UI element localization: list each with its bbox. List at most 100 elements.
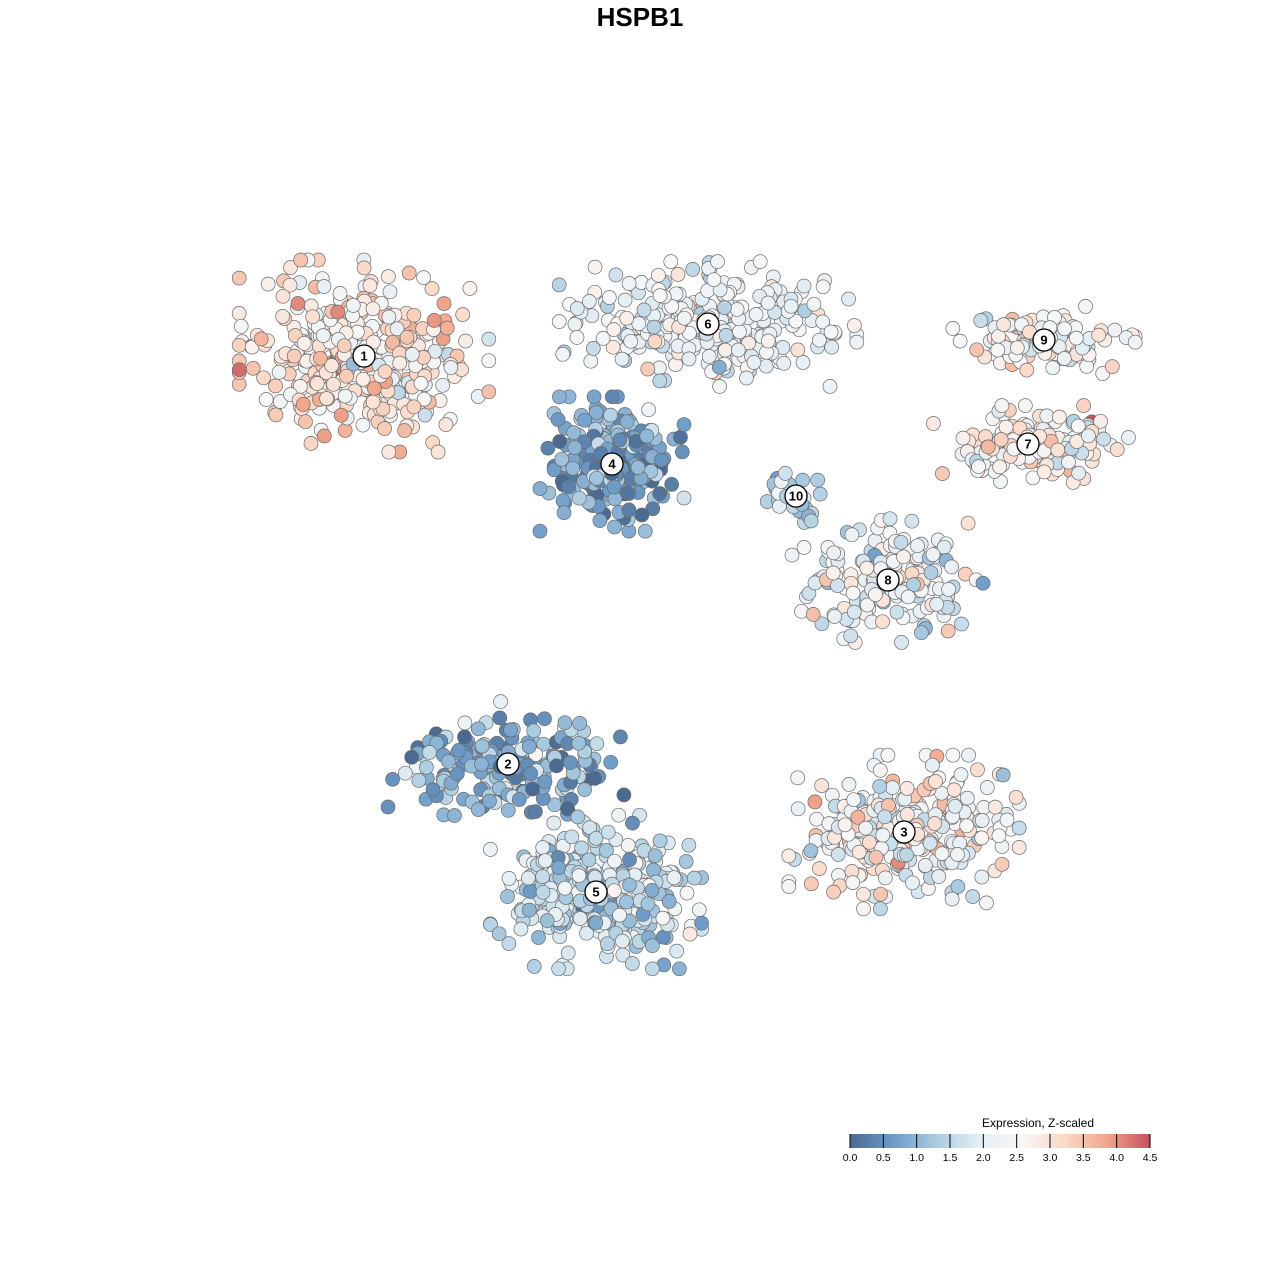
cell-point bbox=[319, 391, 334, 406]
cell-point bbox=[413, 376, 429, 391]
cell-point bbox=[539, 913, 555, 928]
cell-point bbox=[710, 254, 725, 269]
cell-point bbox=[788, 313, 804, 329]
cell-point bbox=[523, 766, 538, 781]
cell-point bbox=[807, 794, 823, 810]
cell-point bbox=[783, 298, 799, 314]
cell-point bbox=[551, 314, 567, 329]
cell-point bbox=[795, 355, 811, 370]
cell-point bbox=[652, 373, 668, 389]
cell-point bbox=[560, 801, 575, 816]
cluster-label-4: 4 bbox=[600, 452, 624, 476]
cell-point bbox=[362, 278, 378, 293]
cluster-label-marker bbox=[892, 820, 916, 844]
cluster-label-text: 1 bbox=[360, 349, 367, 364]
cell-point bbox=[646, 862, 661, 878]
cell-point bbox=[666, 870, 682, 886]
cell-point bbox=[532, 523, 548, 539]
cell-point bbox=[312, 350, 328, 366]
cell-point bbox=[830, 578, 845, 593]
cell-point bbox=[905, 875, 920, 891]
cell-point bbox=[631, 316, 647, 332]
cell-point bbox=[419, 759, 434, 775]
cell-point bbox=[619, 310, 635, 326]
cell-point bbox=[950, 879, 966, 894]
cell-point bbox=[945, 321, 961, 336]
cell-point bbox=[678, 854, 694, 869]
cell-point bbox=[777, 466, 793, 481]
cell-point bbox=[850, 809, 866, 825]
cell-point bbox=[803, 513, 819, 529]
cell-point bbox=[501, 871, 517, 886]
cluster-label-marker bbox=[696, 312, 720, 336]
cell-point bbox=[645, 961, 660, 977]
cell-point bbox=[336, 338, 352, 354]
cluster-label-5: 5 bbox=[584, 880, 608, 904]
cell-point bbox=[481, 353, 497, 369]
cell-point bbox=[326, 376, 341, 392]
cell-point bbox=[537, 853, 553, 869]
cell-point bbox=[546, 462, 562, 478]
cluster-label-text: 8 bbox=[884, 573, 891, 588]
cell-point bbox=[574, 840, 589, 856]
cell-point bbox=[776, 355, 792, 371]
chart-title: HSPB1 bbox=[596, 2, 684, 32]
cell-point bbox=[551, 860, 567, 876]
cell-point bbox=[809, 811, 824, 827]
cell-point bbox=[676, 417, 692, 432]
cell-point bbox=[805, 607, 821, 622]
cell-point bbox=[622, 852, 637, 868]
cell-point bbox=[595, 331, 611, 346]
cell-point bbox=[621, 276, 637, 291]
cell-point bbox=[1091, 327, 1107, 343]
cell-point bbox=[231, 337, 247, 353]
cell-point bbox=[691, 902, 707, 918]
cell-point bbox=[950, 847, 965, 862]
cell-point bbox=[606, 883, 622, 899]
cell-point bbox=[588, 830, 604, 846]
cell-point bbox=[482, 793, 497, 809]
cell-point bbox=[565, 460, 581, 476]
cell-point bbox=[275, 288, 291, 304]
cell-point bbox=[511, 792, 527, 807]
cell-point bbox=[999, 812, 1015, 828]
cell-point bbox=[424, 281, 440, 296]
cluster-label-marker bbox=[584, 880, 608, 904]
cluster-label-10: 10 bbox=[784, 484, 808, 508]
cell-point bbox=[790, 770, 806, 786]
legend-tick-label: 3.5 bbox=[1076, 1152, 1091, 1164]
cell-point bbox=[569, 301, 585, 316]
cell-point bbox=[718, 328, 734, 343]
cluster-label-8: 8 bbox=[876, 568, 900, 592]
cluster-label-marker bbox=[876, 568, 900, 592]
cell-point bbox=[845, 585, 861, 601]
cell-point bbox=[686, 870, 702, 886]
cell-point bbox=[231, 270, 247, 286]
cell-point bbox=[309, 376, 325, 391]
cell-point bbox=[706, 272, 722, 288]
cell-point bbox=[588, 915, 604, 931]
cell-point bbox=[551, 277, 567, 293]
cell-point bbox=[399, 329, 415, 345]
cluster-label-marker bbox=[1016, 432, 1040, 456]
cell-point bbox=[600, 936, 615, 952]
cell-point bbox=[1071, 465, 1087, 481]
cell-point bbox=[974, 869, 990, 885]
cell-point bbox=[589, 470, 604, 486]
cell-point bbox=[965, 889, 981, 904]
cell-point bbox=[389, 321, 405, 337]
cell-point bbox=[621, 502, 637, 518]
cell-point bbox=[885, 780, 900, 795]
cell-point bbox=[1081, 428, 1096, 444]
cluster-label-text: 2 bbox=[504, 757, 511, 772]
cell-point bbox=[435, 377, 451, 393]
cell-point bbox=[815, 279, 831, 295]
cluster-label-text: 10 bbox=[789, 489, 803, 504]
cluster-label-text: 4 bbox=[608, 457, 616, 472]
cell-point bbox=[611, 807, 627, 823]
cell-point bbox=[994, 856, 1010, 872]
cell-point bbox=[651, 267, 666, 283]
cell-point bbox=[416, 270, 431, 285]
cell-point bbox=[457, 715, 473, 731]
cell-point bbox=[457, 729, 472, 745]
